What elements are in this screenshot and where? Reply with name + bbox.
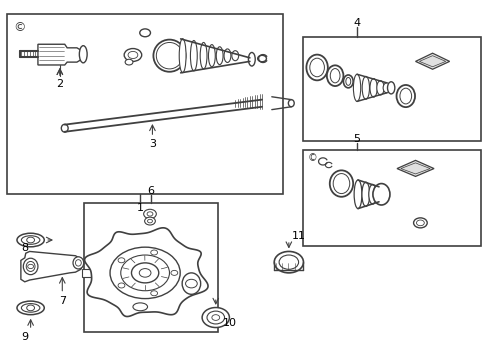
Ellipse shape xyxy=(416,220,424,226)
Text: ©: © xyxy=(14,21,26,33)
Text: 5: 5 xyxy=(354,134,361,144)
Ellipse shape xyxy=(353,74,361,102)
Circle shape xyxy=(202,307,229,328)
Circle shape xyxy=(171,270,178,275)
Circle shape xyxy=(207,311,224,324)
Ellipse shape xyxy=(133,303,147,311)
Ellipse shape xyxy=(200,42,207,69)
Text: 8: 8 xyxy=(21,243,28,253)
Ellipse shape xyxy=(310,58,324,77)
Ellipse shape xyxy=(333,174,350,194)
Ellipse shape xyxy=(17,301,44,315)
Circle shape xyxy=(27,305,34,311)
Polygon shape xyxy=(416,53,450,69)
Ellipse shape xyxy=(22,236,40,244)
Ellipse shape xyxy=(17,233,44,247)
Ellipse shape xyxy=(182,273,201,294)
Ellipse shape xyxy=(354,180,362,208)
Ellipse shape xyxy=(208,45,215,67)
Circle shape xyxy=(186,279,197,288)
Ellipse shape xyxy=(224,49,231,63)
Circle shape xyxy=(139,269,151,277)
Circle shape xyxy=(212,315,220,320)
Circle shape xyxy=(147,219,152,223)
Circle shape xyxy=(118,258,125,263)
Circle shape xyxy=(118,283,125,288)
Polygon shape xyxy=(38,44,82,65)
Ellipse shape xyxy=(22,303,40,312)
Polygon shape xyxy=(401,163,430,174)
Circle shape xyxy=(28,264,33,269)
Ellipse shape xyxy=(346,77,351,85)
Circle shape xyxy=(27,237,34,243)
Ellipse shape xyxy=(375,187,383,202)
Ellipse shape xyxy=(362,182,370,206)
Circle shape xyxy=(145,217,155,225)
Ellipse shape xyxy=(153,40,186,72)
Ellipse shape xyxy=(191,41,197,71)
Ellipse shape xyxy=(26,261,35,271)
Ellipse shape xyxy=(362,76,369,99)
Circle shape xyxy=(110,247,180,298)
Ellipse shape xyxy=(288,100,294,107)
Ellipse shape xyxy=(179,39,186,73)
Circle shape xyxy=(131,263,159,283)
Polygon shape xyxy=(397,160,434,176)
Text: 7: 7 xyxy=(59,296,66,306)
Polygon shape xyxy=(419,56,446,67)
Circle shape xyxy=(147,212,153,216)
Ellipse shape xyxy=(156,42,183,69)
Text: ©: © xyxy=(307,154,317,163)
Text: 11: 11 xyxy=(292,231,306,242)
Polygon shape xyxy=(85,228,208,316)
Ellipse shape xyxy=(24,258,38,275)
Polygon shape xyxy=(21,251,83,282)
Ellipse shape xyxy=(248,53,255,66)
Text: 6: 6 xyxy=(147,186,154,196)
Ellipse shape xyxy=(400,88,412,104)
Text: 2: 2 xyxy=(56,78,63,89)
Circle shape xyxy=(279,255,298,269)
Ellipse shape xyxy=(61,124,68,132)
Ellipse shape xyxy=(232,51,239,61)
Ellipse shape xyxy=(414,218,427,228)
Circle shape xyxy=(124,49,142,62)
FancyBboxPatch shape xyxy=(303,37,481,141)
Ellipse shape xyxy=(373,184,390,205)
Text: 9: 9 xyxy=(21,332,28,342)
Ellipse shape xyxy=(75,260,81,266)
FancyBboxPatch shape xyxy=(7,14,283,194)
Ellipse shape xyxy=(327,65,343,86)
Ellipse shape xyxy=(388,82,395,94)
Ellipse shape xyxy=(377,81,384,95)
Circle shape xyxy=(144,209,156,219)
Ellipse shape xyxy=(79,46,87,63)
Ellipse shape xyxy=(216,47,223,64)
Ellipse shape xyxy=(343,75,353,88)
FancyBboxPatch shape xyxy=(303,150,481,246)
Ellipse shape xyxy=(258,55,267,62)
Circle shape xyxy=(128,51,138,59)
Text: 10: 10 xyxy=(222,318,236,328)
Circle shape xyxy=(121,255,170,291)
Text: 3: 3 xyxy=(149,139,156,149)
Text: 4: 4 xyxy=(353,18,361,28)
FancyBboxPatch shape xyxy=(84,203,218,332)
FancyBboxPatch shape xyxy=(82,269,101,277)
Circle shape xyxy=(151,250,158,255)
Ellipse shape xyxy=(369,184,376,204)
Circle shape xyxy=(274,251,303,273)
Ellipse shape xyxy=(306,55,328,80)
Ellipse shape xyxy=(383,83,391,93)
Ellipse shape xyxy=(330,68,340,83)
Ellipse shape xyxy=(370,78,377,97)
Ellipse shape xyxy=(140,29,150,37)
Text: 1: 1 xyxy=(137,203,144,213)
Circle shape xyxy=(151,291,158,296)
Ellipse shape xyxy=(73,257,84,269)
Ellipse shape xyxy=(330,170,353,197)
Ellipse shape xyxy=(396,85,415,107)
Circle shape xyxy=(125,59,133,65)
